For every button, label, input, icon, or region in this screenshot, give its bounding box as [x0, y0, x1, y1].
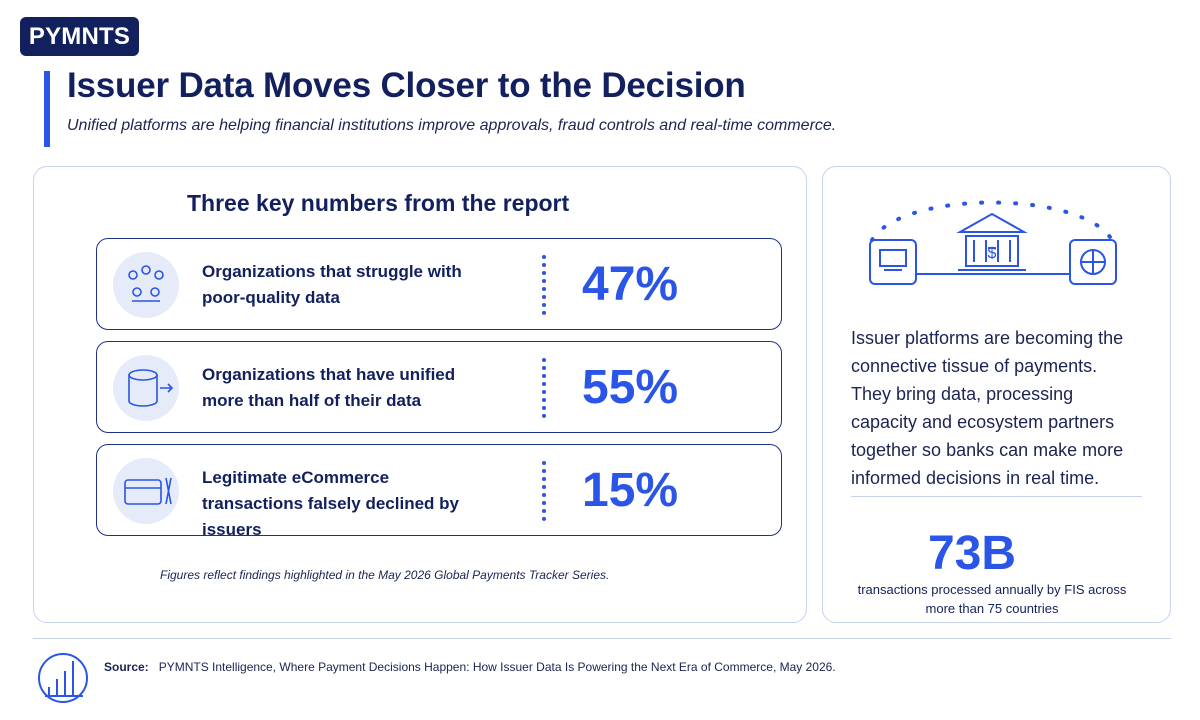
- stat-divider: [542, 255, 546, 315]
- stat-divider: [542, 461, 546, 521]
- database-arrow-icon: [113, 355, 179, 421]
- footer-divider: [33, 638, 1171, 639]
- stat-label: Legitimate eCommerce transactions falsel…: [202, 468, 459, 539]
- network-nodes-icon: [113, 252, 179, 318]
- key-numbers-card: [33, 166, 807, 623]
- title-accent-bar: [44, 71, 50, 147]
- page-title: Issuer Data Moves Closer to the Decision: [67, 66, 746, 105]
- stat-value: 55%: [582, 361, 679, 414]
- big-number: 73B: [927, 527, 1017, 580]
- stat-divider: [542, 358, 546, 418]
- divider: [851, 496, 1142, 497]
- stat-value: 47%: [582, 258, 679, 311]
- key-numbers-heading: Three key numbers from the report: [187, 190, 570, 216]
- stat-value: 15%: [582, 464, 679, 517]
- big-number-caption: transactions processed annually by FIS a…: [857, 582, 1127, 616]
- stat-label: Organizations that have unified more tha…: [202, 365, 456, 410]
- card-declined-icon: [113, 458, 179, 524]
- bar-chart-icon: [37, 651, 91, 710]
- stat-label: Organizations that struggle with poor-qu…: [202, 262, 462, 307]
- stat-row: Organizations that struggle with poor-qu…: [96, 238, 782, 330]
- side-panel-card: [822, 166, 1171, 623]
- stat-row: Legitimate eCommerce transactions falsel…: [96, 444, 782, 539]
- page-subtitle: Unified platforms are helping financial …: [67, 117, 837, 134]
- pymnts-logo: PYMNTS: [20, 17, 139, 56]
- source-label: Source:: [104, 660, 149, 674]
- stat-row: Organizations that have unified more tha…: [96, 341, 782, 433]
- svg-text:$: $: [988, 245, 997, 262]
- source-line: Source: PYMNTS Intelligence, Where Paymen…: [104, 660, 836, 674]
- bank-network-icon: $: [862, 198, 1122, 293]
- source-text: PYMNTS Intelligence, Where Payment Decis…: [158, 660, 836, 674]
- footnote: Figures reflect findings highlighted in …: [160, 568, 610, 582]
- side-panel-text: Issuer platforms are becoming the connec…: [851, 328, 1124, 488]
